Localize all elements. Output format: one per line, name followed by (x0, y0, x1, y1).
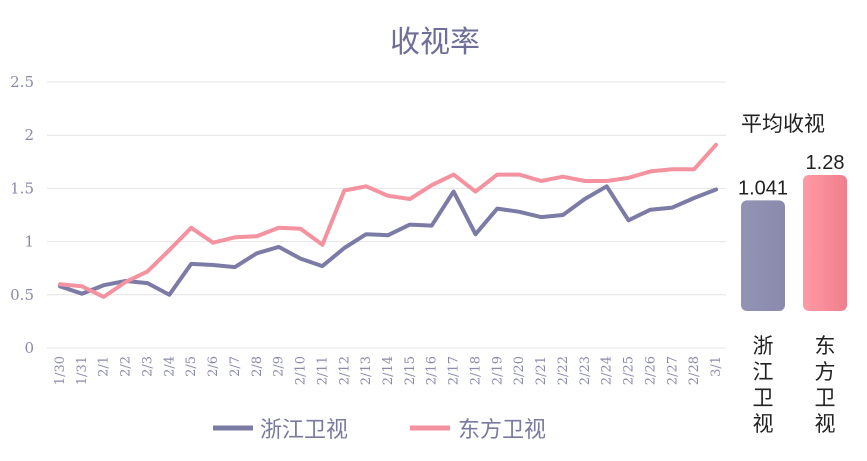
average-value-label: 1.041 (738, 177, 788, 199)
y-tick-label: 1.5 (10, 179, 34, 197)
x-tick-label: 3/1 (709, 356, 724, 377)
legend-label-dongfang: 东方卫视 (458, 418, 546, 443)
x-tick-label: 2/1 (97, 356, 112, 377)
x-tick-label: 2/28 (687, 356, 702, 385)
x-tick-label: 2/26 (643, 356, 658, 385)
x-tick-label: 2/15 (403, 356, 418, 385)
x-tick-label: 2/9 (272, 356, 287, 377)
x-tick-label: 2/24 (600, 356, 615, 385)
average-category-glyph: 东 (815, 334, 836, 358)
y-tick-label: 1 (24, 233, 34, 251)
y-tick-label: 2 (24, 126, 34, 144)
y-tick-label: 0 (24, 339, 34, 357)
average-category-glyph: 江 (753, 360, 774, 384)
legend: 浙江卫视 东方卫视 (213, 418, 546, 443)
grid-lines (47, 81, 726, 349)
x-tick-label: 2/16 (425, 356, 440, 385)
average-category-glyph: 浙 (753, 334, 774, 358)
average-category-glyph: 卫 (753, 386, 774, 410)
series-line-1 (58, 142, 718, 299)
x-tick-label: 2/21 (534, 356, 549, 385)
legend-label-zhejiang: 浙江卫视 (260, 418, 348, 443)
series-line-0 (58, 184, 718, 297)
x-tick-label: 2/3 (140, 356, 155, 377)
x-axis: 1/30 1/31 2/1 2/2 2/3 2/4 2/5 2/6 2/7 2/8 2/9 2/10 2… (53, 356, 724, 385)
x-tick-label: 2/18 (468, 356, 483, 385)
x-tick-label: 2/23 (578, 356, 593, 385)
series-lines (58, 142, 718, 299)
average-category-glyph: 视 (815, 412, 836, 436)
x-tick-label: 2/6 (206, 356, 221, 377)
x-tick-label: 2/7 (228, 356, 243, 377)
x-tick-label: 2/5 (184, 356, 199, 377)
average-bar-1 (803, 175, 847, 311)
x-tick-label: 1/30 (53, 356, 68, 385)
average-category-glyph: 视 (753, 412, 774, 436)
x-tick-label: 2/25 (622, 356, 637, 385)
x-tick-label: 2/12 (337, 356, 352, 385)
x-tick-label: 2/10 (294, 356, 309, 385)
y-axis: 0 0.5 1 1.5 2 2.5 (10, 73, 34, 357)
x-tick-label: 2/14 (381, 356, 396, 385)
x-tick-label: 2/8 (250, 356, 265, 377)
x-tick-label: 2/20 (512, 356, 527, 385)
x-tick-label: 2/19 (490, 356, 505, 385)
average-title: 平均收视 (741, 112, 825, 136)
x-tick-label: 2/17 (447, 356, 462, 385)
average-value-label: 1.28 (806, 152, 845, 174)
x-tick-label: 1/31 (75, 356, 90, 385)
average-category-glyph: 卫 (815, 386, 836, 410)
x-tick-label: 2/4 (162, 356, 177, 377)
x-tick-label: 2/13 (359, 356, 374, 385)
x-tick-label: 2/2 (119, 356, 134, 377)
y-tick-label: 0.5 (10, 286, 34, 304)
x-tick-label: 2/27 (665, 356, 680, 385)
x-tick-label: 2/11 (315, 356, 330, 385)
average-bar-0 (741, 200, 785, 311)
x-tick-label: 2/22 (556, 356, 571, 385)
average-category-glyph: 方 (815, 360, 836, 384)
chart-title: 收视率 (390, 25, 480, 60)
y-tick-label: 2.5 (10, 73, 34, 91)
